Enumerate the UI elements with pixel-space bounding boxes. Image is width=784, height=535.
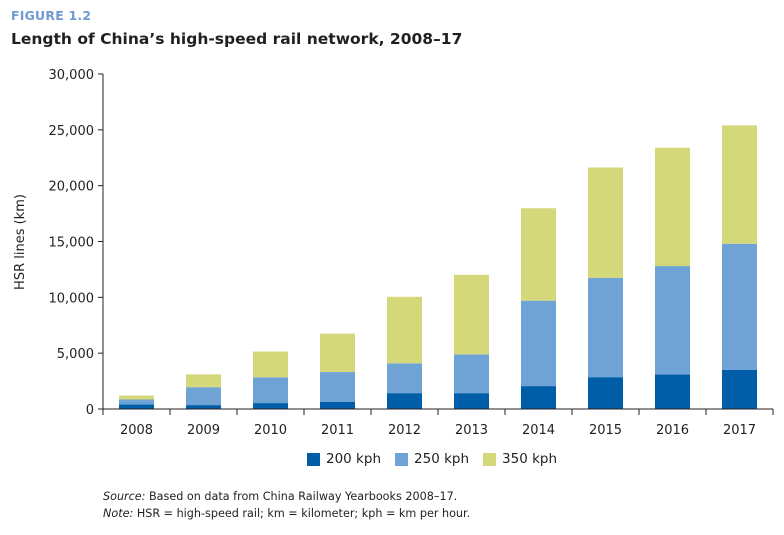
bar-2013-200-kph — [454, 393, 489, 409]
bar-2017-200-kph — [722, 369, 757, 409]
bar-2013-250-kph — [454, 354, 489, 394]
bar-2010-200-kph — [253, 403, 288, 409]
y-tick-label: 5,000 — [57, 347, 94, 362]
legend: 200 kph 250 kph 350 kph — [307, 451, 557, 467]
x-tick-label: 2013 — [455, 423, 488, 438]
bar-2014-350-kph — [521, 208, 556, 301]
legend-swatch — [395, 452, 409, 466]
bar-2015-350-kph — [588, 167, 623, 278]
stacked-bar-chart: 0 5,000 10,000 15,000 20,000 25,000 30,000 200… — [13, 68, 774, 438]
x-tick-label: 2009 — [187, 423, 220, 438]
bar-2014-200-kph — [521, 386, 556, 409]
bar-2011-350-kph — [320, 333, 355, 373]
bar-2009-250-kph — [186, 387, 221, 406]
legend-item: 350 kph — [483, 451, 557, 467]
legend-swatch — [483, 452, 497, 466]
bar-2010-350-kph — [253, 351, 288, 378]
note-text: HSR = high-speed rail; km = kilometer; k… — [133, 507, 471, 520]
x-tick-label: 2012 — [388, 423, 421, 438]
legend-label: 200 kph — [326, 451, 382, 467]
legend-item: 250 kph — [395, 451, 469, 467]
bar-2009-200-kph — [186, 405, 221, 409]
note-label: Note: — [103, 507, 134, 520]
bar-2012-350-kph — [387, 296, 422, 364]
x-tick-label: 2017 — [723, 423, 756, 438]
bar-2017-350-kph — [722, 125, 757, 244]
bar-2016-250-kph — [655, 266, 690, 375]
notes: Source: Based on data from China Railway… — [103, 488, 470, 522]
figure-label: FIGURE 1.2 — [11, 8, 92, 23]
x-tick-label: 2011 — [321, 423, 354, 438]
source-line: Source: Based on data from China Railway… — [103, 488, 470, 505]
source-label: Source: — [103, 490, 146, 503]
x-axis: 2008 2009 2010 2011 2012 2013 2014 2015 2016 2017 — [102, 408, 774, 438]
y-axis-title: HSR lines (km) — [13, 194, 28, 290]
bar-2017-250-kph — [722, 243, 757, 370]
bar-2008-350-kph — [119, 395, 154, 400]
y-tick-label: 25,000 — [49, 124, 95, 139]
bar-2015-200-kph — [588, 377, 623, 409]
bars-group — [119, 125, 757, 409]
legend-item: 200 kph — [307, 451, 381, 467]
bar-2012-200-kph — [387, 393, 422, 409]
x-tick-label: 2014 — [522, 423, 555, 438]
bar-2015-250-kph — [588, 277, 623, 378]
x-tick-label: 2015 — [589, 423, 622, 438]
y-tick-label: 30,000 — [49, 68, 95, 83]
y-tick-label: 0 — [86, 403, 94, 418]
chart-title: Length of China’s high-speed rail networ… — [11, 30, 463, 48]
bar-2009-350-kph — [186, 374, 221, 388]
y-tick-label: 20,000 — [49, 180, 95, 195]
bar-2011-200-kph — [320, 401, 355, 409]
legend-label: 250 kph — [414, 451, 470, 467]
y-axis: 0 5,000 10,000 15,000 20,000 25,000 30,000 — [49, 68, 104, 418]
x-tick-label: 2010 — [254, 423, 287, 438]
x-tick-label: 2016 — [656, 423, 689, 438]
legend-swatch — [307, 452, 320, 466]
bar-2008-250-kph — [119, 399, 154, 405]
bar-2012-250-kph — [387, 363, 422, 394]
bar-2014-250-kph — [521, 300, 556, 387]
note-line: Note: HSR = high-speed rail; km = kilome… — [103, 505, 470, 522]
source-text: Based on data from China Railway Yearboo… — [145, 490, 458, 503]
bar-2011-250-kph — [320, 372, 355, 402]
y-tick-label: 15,000 — [49, 236, 95, 251]
bar-2016-200-kph — [655, 374, 690, 409]
y-tick-label: 10,000 — [49, 291, 95, 306]
bar-2008-200-kph — [119, 404, 154, 409]
bar-2010-250-kph — [253, 377, 288, 404]
legend-label: 350 kph — [502, 451, 558, 467]
x-tick-label: 2008 — [120, 423, 153, 438]
bar-2013-350-kph — [454, 274, 489, 355]
bar-2016-350-kph — [655, 147, 690, 267]
